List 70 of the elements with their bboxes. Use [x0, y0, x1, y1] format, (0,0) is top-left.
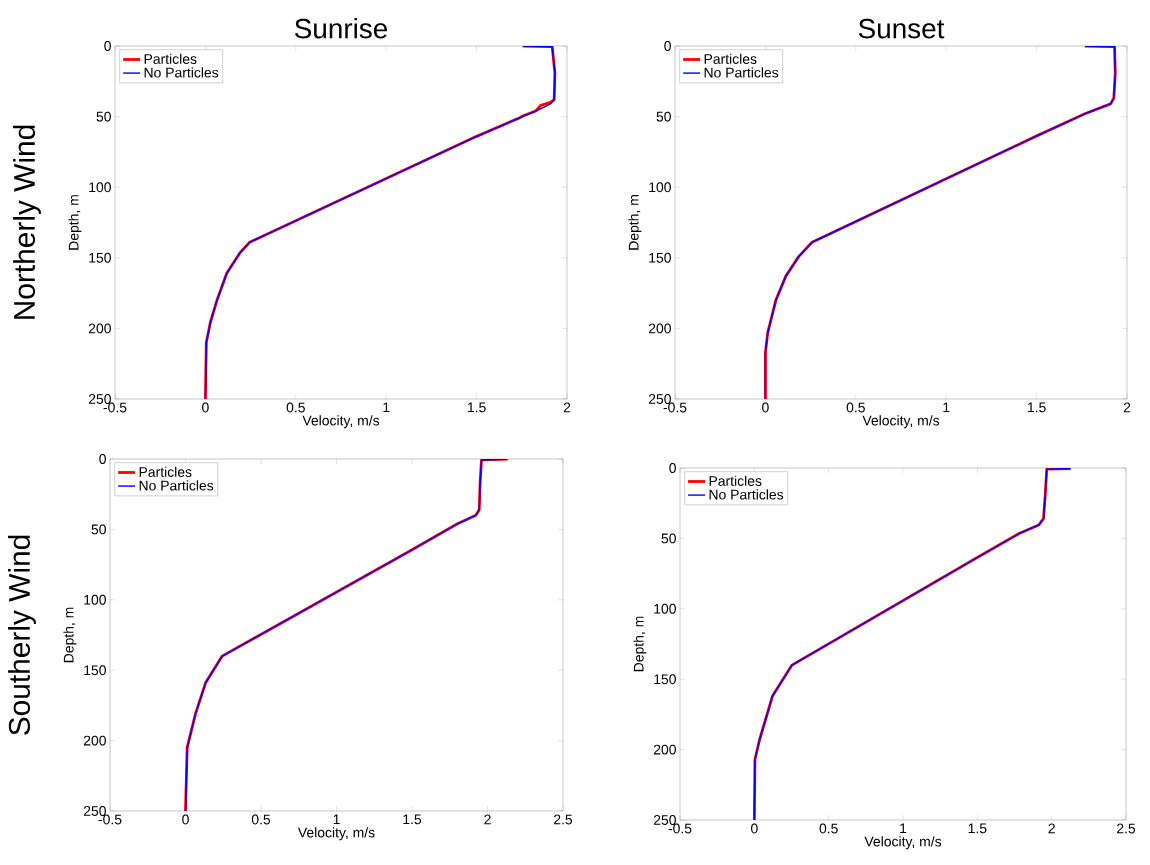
x-axis-title: Velocity, m/s — [862, 415, 940, 429]
x-axis-title: Velocity, m/s — [864, 836, 942, 850]
x-tick-label: 1 — [900, 823, 907, 834]
legend-label: Particles — [704, 53, 757, 64]
x-tick-label: -0.5 — [98, 814, 122, 825]
legend-label: Particles — [709, 475, 762, 486]
y-tick-label: 150 — [654, 674, 676, 685]
y-tick-label: 250 — [83, 806, 106, 816]
y-tick-label: 150 — [84, 665, 106, 676]
x-tick-label: -0.5 — [668, 823, 692, 834]
y-tick-label: 0 — [669, 463, 676, 473]
y-axis-title: Depth, m — [628, 195, 642, 250]
x-tick-label: 2.5 — [1117, 823, 1136, 834]
x-tick-label: 1 — [943, 402, 950, 413]
legend-label: Particles — [144, 53, 197, 64]
x-tick-label: 2 — [484, 814, 491, 825]
x-tick-label: 2.5 — [554, 814, 573, 825]
chart-title: Sunrise — [294, 18, 388, 39]
x-axis-title: Velocity, m/s — [302, 415, 380, 429]
legend-label: No Particles — [709, 489, 784, 500]
y-tick-label: 100 — [654, 603, 676, 614]
y-tick-label: 0 — [99, 454, 106, 464]
x-tick-label: 2 — [1048, 823, 1055, 834]
x-tick-label: 2 — [563, 402, 571, 413]
y-axis-title: Depth, m — [633, 616, 647, 672]
x-tick-label: 1.5 — [968, 823, 987, 834]
text: Southerly Wind — [8, 535, 36, 735]
x-tick-label: -0.5 — [663, 402, 687, 413]
x-tick-label: 0 — [182, 814, 189, 825]
y-tick-label: 100 — [84, 594, 106, 605]
x-tick-label: 2 — [1123, 402, 1131, 413]
y-tick-label: 150 — [649, 252, 671, 263]
x-tick-label: -0.5 — [103, 402, 127, 413]
y-tick-label: 250 — [648, 394, 671, 404]
x-tick-label: 0.5 — [286, 402, 305, 413]
legend-label: No Particles — [704, 67, 779, 78]
y-tick-label: 150 — [89, 252, 111, 263]
x-tick-label: 1 — [333, 814, 340, 825]
y-axis-title: Depth, m — [68, 195, 82, 250]
y-tick-label: 50 — [91, 524, 106, 535]
y-tick-label: 200 — [653, 744, 676, 755]
x-tick-label: 0 — [202, 402, 209, 413]
y-tick-label: 100 — [89, 182, 111, 193]
x-tick-label: 1.5 — [467, 402, 486, 413]
x-tick-label: 0.5 — [819, 823, 838, 834]
x-tick-label: 0 — [762, 402, 769, 413]
y-tick-label: 200 — [648, 323, 671, 334]
y-axis-title: Depth, m — [63, 607, 77, 663]
chart-title: Sunset — [858, 18, 945, 39]
legend-label: Particles — [139, 466, 192, 477]
y-tick-label: 50 — [656, 111, 671, 122]
y-tick-label: 0 — [104, 41, 111, 51]
y-tick-label: 50 — [661, 533, 676, 544]
x-tick-label: 0.5 — [251, 814, 271, 825]
legend-label: No Particles — [144, 67, 219, 78]
x-tick-label: 0.5 — [846, 402, 865, 413]
text: Northerly Wind — [13, 125, 41, 319]
y-tick-label: 100 — [649, 182, 671, 193]
x-axis-title: Velocity, m/s — [297, 827, 375, 841]
y-tick-label: 0 — [664, 41, 671, 51]
x-tick-label: 1.5 — [403, 814, 422, 825]
x-tick-label: 1.5 — [1027, 402, 1046, 413]
x-tick-label: 0 — [751, 823, 758, 834]
y-tick-label: 50 — [96, 111, 111, 122]
y-tick-label: 200 — [83, 735, 106, 746]
y-tick-label: 250 — [653, 815, 676, 825]
x-tick-label: 1 — [383, 402, 390, 413]
y-tick-label: 250 — [88, 394, 111, 404]
y-tick-label: 200 — [88, 323, 111, 334]
legend-label: No Particles — [139, 480, 214, 491]
